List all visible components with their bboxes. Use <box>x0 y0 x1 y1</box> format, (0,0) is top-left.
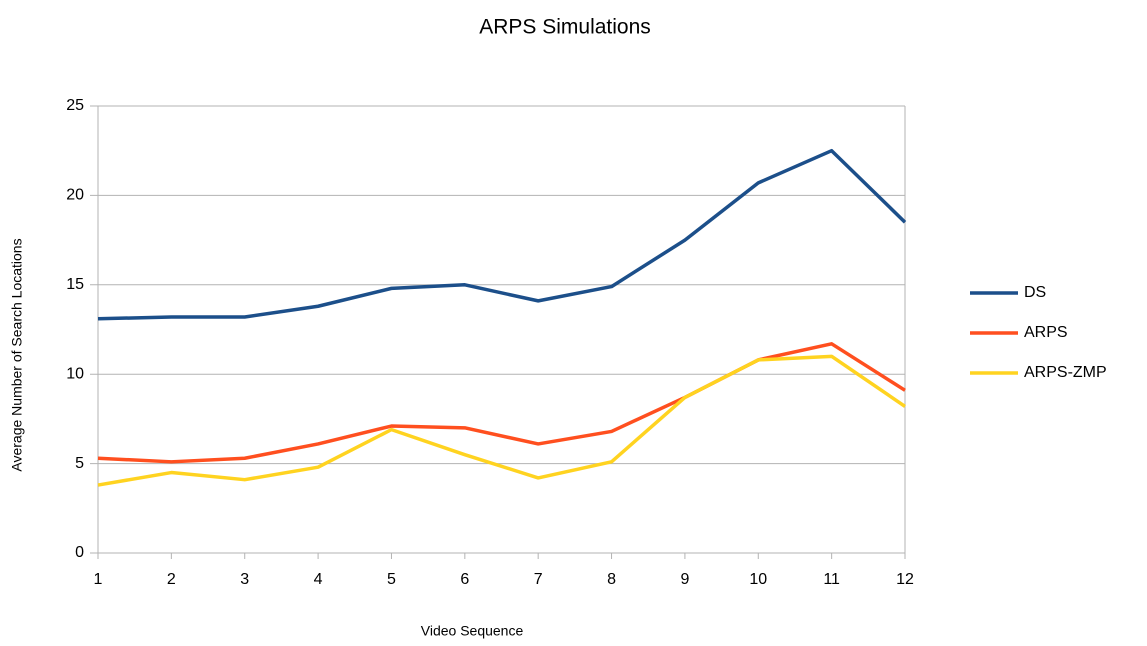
x-axis-label: Video Sequence <box>421 623 524 639</box>
x-tick-label: 9 <box>680 571 689 588</box>
legend-label: ARPS <box>1024 324 1068 341</box>
legend-label: ARPS-ZMP <box>1024 364 1107 381</box>
x-tick-label: 7 <box>534 571 543 588</box>
x-tick-label: 2 <box>167 571 176 588</box>
x-tick-label: 12 <box>896 571 914 588</box>
y-tick-label: 25 <box>66 97 84 114</box>
y-tick-label: 10 <box>66 365 84 382</box>
x-tick-label: 1 <box>94 571 103 588</box>
series-line <box>97 354 906 487</box>
y-tick-label: 0 <box>75 544 84 561</box>
x-tick-label: 3 <box>240 571 249 588</box>
y-tick-label: 15 <box>66 276 84 293</box>
x-tick-label: 5 <box>387 571 396 588</box>
y-tick-label: 20 <box>66 187 84 204</box>
x-tick-label: 6 <box>460 571 469 588</box>
legend-label: DS <box>1024 284 1046 301</box>
y-tick-label: 5 <box>75 455 84 472</box>
series-line <box>97 342 906 464</box>
y-axis-label: Average Number of Search Locations <box>9 238 25 471</box>
x-tick-label: 11 <box>823 571 840 588</box>
chart-title: ARPS Simulations <box>479 16 651 39</box>
x-tick-label: 4 <box>314 571 323 588</box>
x-tick-label: 10 <box>749 571 767 588</box>
series-line <box>97 148 907 321</box>
x-tick-label: 8 <box>607 571 616 588</box>
